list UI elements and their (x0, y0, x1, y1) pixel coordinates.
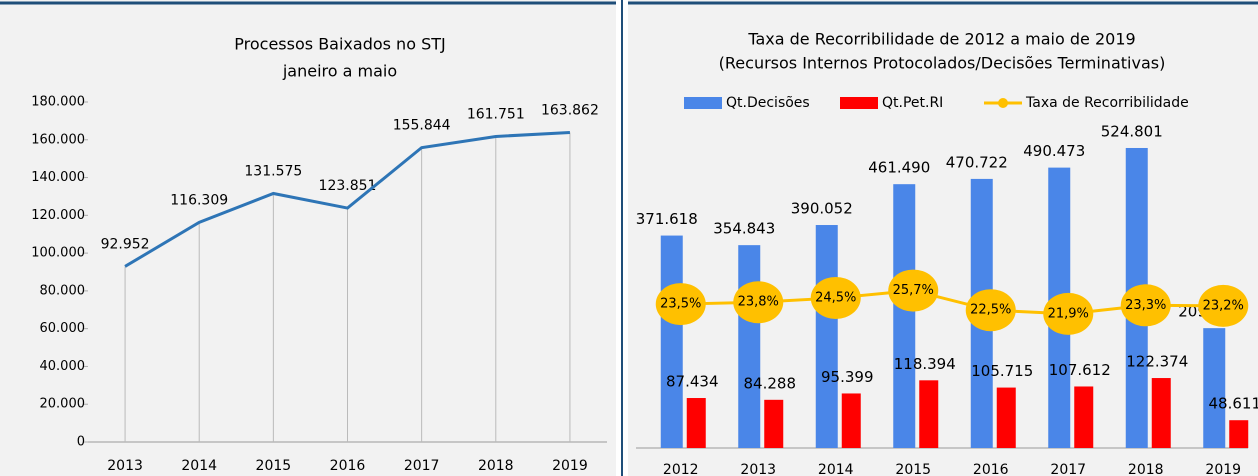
bar (738, 245, 761, 448)
line-marker (810, 276, 861, 319)
bar (996, 387, 1016, 448)
x-tick-label: 2016 (973, 462, 1009, 476)
y-tick-label: 100.000 (31, 246, 85, 261)
value-label: 118.394 (894, 355, 956, 373)
value-label: 461.490 (868, 159, 930, 177)
line (124, 130, 571, 268)
value-label: 105.715 (971, 362, 1033, 380)
bar (660, 235, 683, 448)
value-label: 24,5% (815, 290, 856, 305)
value-label: 48.611 (1209, 395, 1258, 413)
bar (919, 380, 939, 448)
bar (1151, 378, 1171, 448)
line-marker (1120, 284, 1171, 327)
value-label: 23,5% (660, 297, 701, 312)
bar (1229, 420, 1249, 448)
x-tick-label: 2016 (330, 458, 366, 474)
x-tick-label: 2017 (1050, 462, 1086, 476)
chart-subtitle: janeiro a maio (282, 62, 397, 81)
value-label: 22,5% (970, 303, 1011, 318)
value-label: 84.288 (744, 374, 797, 392)
value-label: 107.612 (1049, 361, 1111, 379)
value-label: 116.309 (170, 192, 228, 208)
bar (764, 399, 784, 448)
x-tick-label: 2014 (181, 458, 217, 474)
x-tick-label: 2018 (478, 458, 514, 474)
chart-title: Processos Baixados no STJ (234, 35, 445, 54)
bar (815, 225, 838, 448)
y-tick-label: 0 (77, 435, 85, 450)
y-tick-label: 140.000 (31, 170, 85, 185)
y-tick-label: 40.000 (40, 359, 86, 374)
y-tick-label: 80.000 (40, 283, 86, 298)
value-label: 390.052 (791, 200, 853, 218)
x-tick-label: 2015 (895, 462, 931, 476)
value-label: 490.473 (1023, 142, 1085, 160)
value-label: 163.862 (541, 102, 599, 118)
legend-swatch (684, 97, 722, 109)
x-tick-label: 2019 (1205, 462, 1241, 476)
value-label: 524.801 (1101, 122, 1163, 140)
x-tick-label: 2018 (1128, 462, 1164, 476)
line-marker (1198, 284, 1249, 327)
legend-label: Taxa de Recorribilidade (1025, 95, 1189, 111)
line-marker (733, 281, 784, 324)
value-label: 371.618 (636, 210, 698, 228)
value-label: 92.952 (101, 236, 150, 252)
bar (893, 184, 916, 448)
chart-title: Taxa de Recorribilidade de 2012 a maio d… (747, 30, 1135, 49)
line-marker (655, 283, 706, 326)
x-tick-label: 2012 (663, 462, 699, 476)
line-marker (965, 289, 1016, 332)
bar (1203, 328, 1226, 448)
chart-subtitle: (Recursos Internos Protocolados/Decisões… (719, 54, 1166, 73)
value-label: 25,7% (893, 283, 934, 298)
value-label: 131.575 (244, 163, 302, 179)
left-panel (0, 0, 616, 476)
y-tick-label: 160.000 (31, 132, 85, 147)
line-marker (1043, 292, 1094, 335)
x-tick-label: 2017 (404, 458, 440, 474)
bar (1074, 386, 1094, 448)
bar (686, 398, 706, 448)
value-label: 23,3% (1125, 298, 1166, 313)
legend-swatch (840, 97, 878, 109)
value-label: 122.374 (1126, 353, 1188, 371)
x-tick-label: 2013 (107, 458, 143, 474)
x-tick-label: 2014 (818, 462, 854, 476)
value-label: 354.843 (713, 220, 775, 238)
legend-label: Qt.Pet.RI (882, 95, 943, 111)
y-tick-label: 60.000 (40, 321, 86, 336)
y-tick-label: 180.000 (31, 95, 85, 110)
line-marker (888, 269, 939, 312)
value-label: 155.844 (393, 118, 451, 134)
value-label: 23,8% (738, 295, 779, 310)
x-tick-label: 2013 (740, 462, 776, 476)
legend-label: Qt.Decisões (726, 95, 810, 111)
value-label: 23,2% (1203, 298, 1244, 313)
value-label: 470.722 (946, 153, 1008, 171)
x-tick-label: 2015 (256, 458, 292, 474)
legend-swatch (998, 98, 1008, 108)
value-label: 161.751 (467, 106, 525, 122)
bar (841, 393, 861, 448)
x-tick-label: 2019 (552, 458, 588, 474)
y-tick-label: 20.000 (40, 397, 86, 412)
value-label: 21,9% (1048, 306, 1089, 321)
y-tick-label: 120.000 (31, 208, 85, 223)
value-label: 95.399 (821, 368, 874, 386)
value-label: 123.851 (319, 178, 377, 194)
value-label: 87.434 (666, 373, 719, 391)
